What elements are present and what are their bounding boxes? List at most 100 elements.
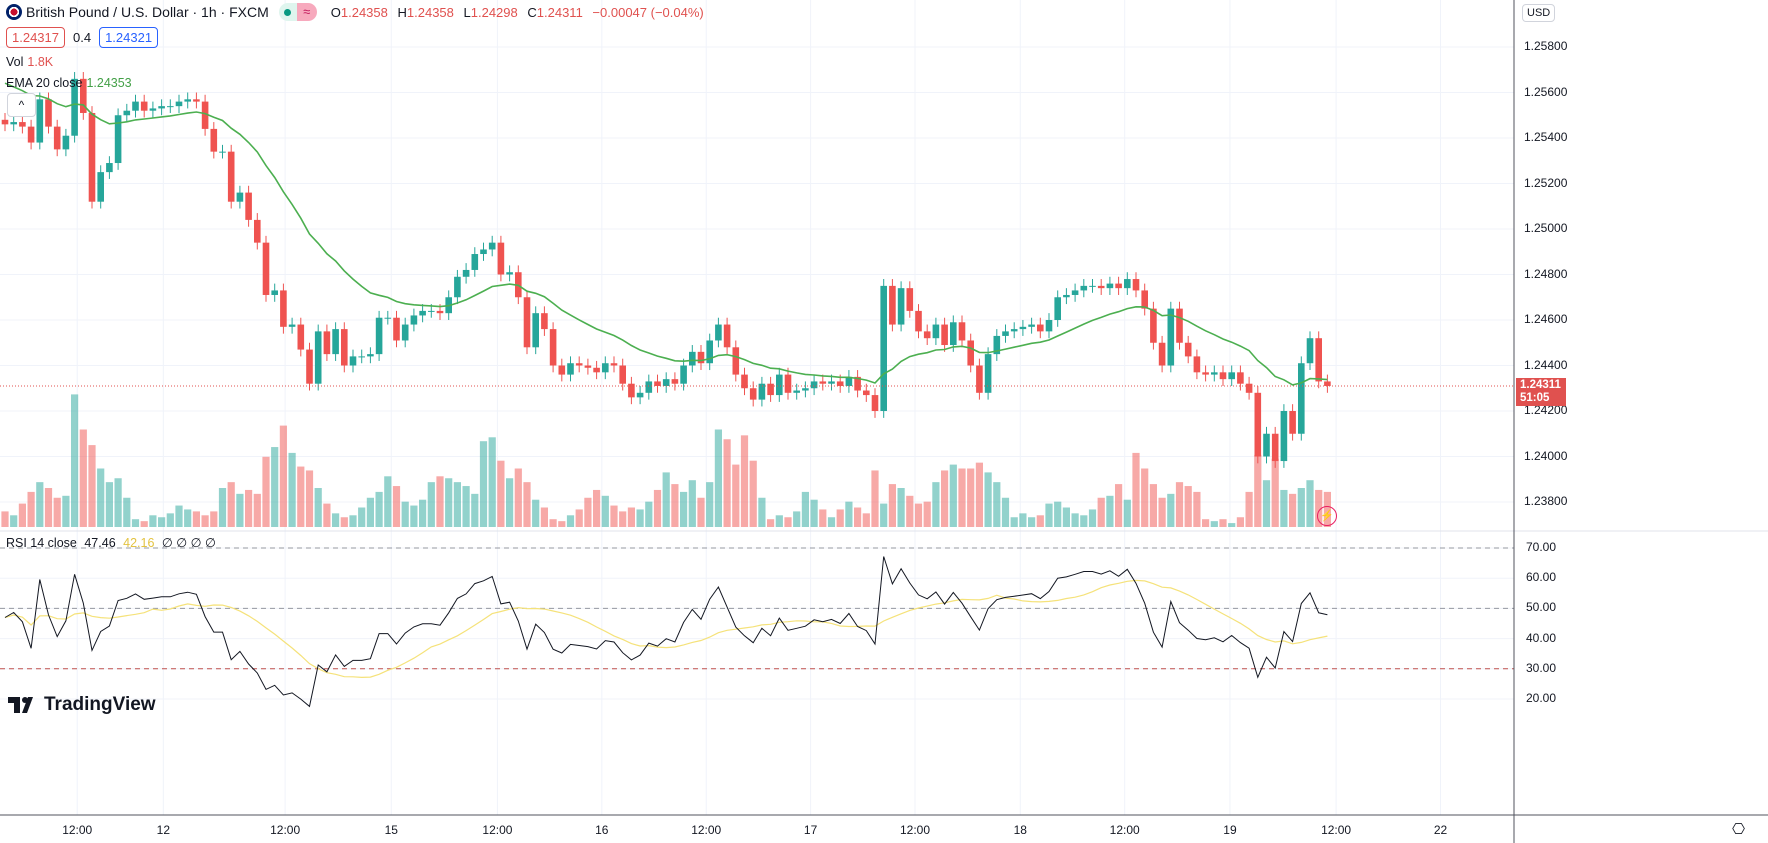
candle-body [819, 381, 827, 384]
volume-bar [1184, 486, 1192, 527]
candle-body [1254, 392, 1262, 457]
volume-bar [332, 513, 340, 527]
sell-button[interactable]: 1.24317 [6, 27, 65, 48]
candle-body [1184, 342, 1192, 357]
candle-body [993, 335, 1001, 355]
volume-bar [1254, 454, 1262, 527]
volume-bar [662, 472, 670, 527]
volume-bar [44, 488, 53, 527]
candle-body [689, 351, 696, 366]
volume-bar [758, 497, 766, 527]
data-delay-icon[interactable]: ≈ [296, 3, 317, 21]
current-price-label: 1.24311 51:05 [1516, 378, 1566, 406]
volume-bar [627, 507, 635, 527]
candle-body [1211, 372, 1218, 375]
volume-bar [105, 482, 113, 527]
candle-body [976, 365, 983, 393]
candle-body [1037, 324, 1044, 332]
volume-bar [732, 464, 740, 527]
volume-legend[interactable]: Vol 1.8K [6, 55, 54, 69]
volume-bar [506, 478, 514, 527]
candle-body [114, 115, 122, 164]
candle-body [36, 99, 44, 143]
candle-body [1289, 411, 1296, 434]
buy-button[interactable]: 1.24321 [99, 27, 159, 48]
volume-bar [1262, 480, 1271, 527]
rsi-legend[interactable]: RSI 14 close 47.46 42.16 ∅ ∅ ∅ ∅ [6, 536, 216, 550]
volume-bar [175, 505, 183, 527]
volume-bar [740, 435, 749, 527]
candle-body [158, 106, 165, 109]
market-open-icon[interactable] [278, 3, 297, 21]
symbol-title[interactable]: British Pound / U.S. Dollar · 1h · FXCM [26, 4, 269, 20]
volume-bar [97, 468, 105, 527]
candle-body [541, 313, 548, 330]
candle-body [1150, 308, 1157, 343]
volume-bar [1175, 482, 1184, 527]
candle-body [567, 363, 574, 375]
candle-body [193, 99, 200, 102]
volume-bar [723, 439, 731, 527]
volume-bar [958, 468, 966, 527]
volume-bar [1045, 503, 1053, 527]
volume-bar [262, 456, 270, 527]
candle-body [506, 272, 513, 275]
volume-bar [1071, 513, 1079, 527]
volume-bar [192, 511, 200, 527]
settings-icon[interactable]: ⎔ [1732, 821, 1746, 838]
candle-body [140, 101, 148, 111]
volume-bar [1202, 519, 1210, 527]
time-tick-label: 12:00 [270, 823, 301, 837]
volume-bar [27, 491, 35, 527]
candle-body [1158, 342, 1166, 366]
candle-body [836, 381, 844, 386]
volume-bar [1106, 495, 1114, 527]
volume-bar [906, 495, 914, 527]
currency-selector[interactable]: USD [1522, 4, 1556, 22]
candle-body [662, 379, 670, 386]
volume-bar [114, 478, 122, 527]
candle-body [1028, 324, 1035, 327]
candle-body [45, 99, 52, 127]
price-tick-label: 1.25600 [1524, 84, 1568, 99]
ema-legend[interactable]: EMA 20 close 1.24353 [6, 76, 132, 90]
volume-bar [619, 511, 627, 527]
tradingview-logo-icon [8, 697, 33, 713]
candle-body [1115, 283, 1122, 289]
tradingview-logo[interactable]: TradingView [8, 694, 156, 716]
volume-bar [584, 497, 592, 527]
volume-bar [680, 491, 688, 527]
candle-body [184, 99, 191, 102]
candle-body [323, 331, 331, 355]
time-tick-label: 12:00 [900, 823, 931, 837]
candle-body [384, 317, 392, 319]
time-tick-label: 12:00 [1109, 823, 1140, 837]
candle-body [245, 192, 252, 220]
volume-bar [1219, 519, 1227, 527]
candle-body [132, 101, 139, 111]
volume-bar [523, 482, 531, 527]
time-tick-label: 15 [384, 823, 398, 837]
volume-bar [1010, 517, 1018, 527]
candle-body [889, 285, 896, 325]
candle-body [793, 390, 800, 393]
candle-body [984, 354, 992, 393]
candle-body [776, 374, 783, 396]
volume-bar [941, 470, 949, 527]
candle-body [254, 219, 261, 243]
volume-bar [862, 513, 870, 527]
lightning-icon[interactable]: ⚡ [1317, 506, 1337, 526]
candle-body [619, 365, 626, 384]
volume-bar [688, 480, 696, 527]
candle-body [715, 324, 722, 341]
buy-sell-panel: 1.24317 0.4 1.24321 [6, 27, 159, 48]
volume-bar [288, 452, 296, 527]
candle-body [575, 363, 583, 366]
candle-body [880, 285, 887, 411]
volume-bar [18, 503, 26, 527]
candle-body [810, 381, 818, 389]
rsi-tick-label: 50.00 [1526, 600, 1557, 615]
collapse-legend-button[interactable]: ^ [7, 93, 36, 117]
volume-bar [384, 476, 392, 527]
